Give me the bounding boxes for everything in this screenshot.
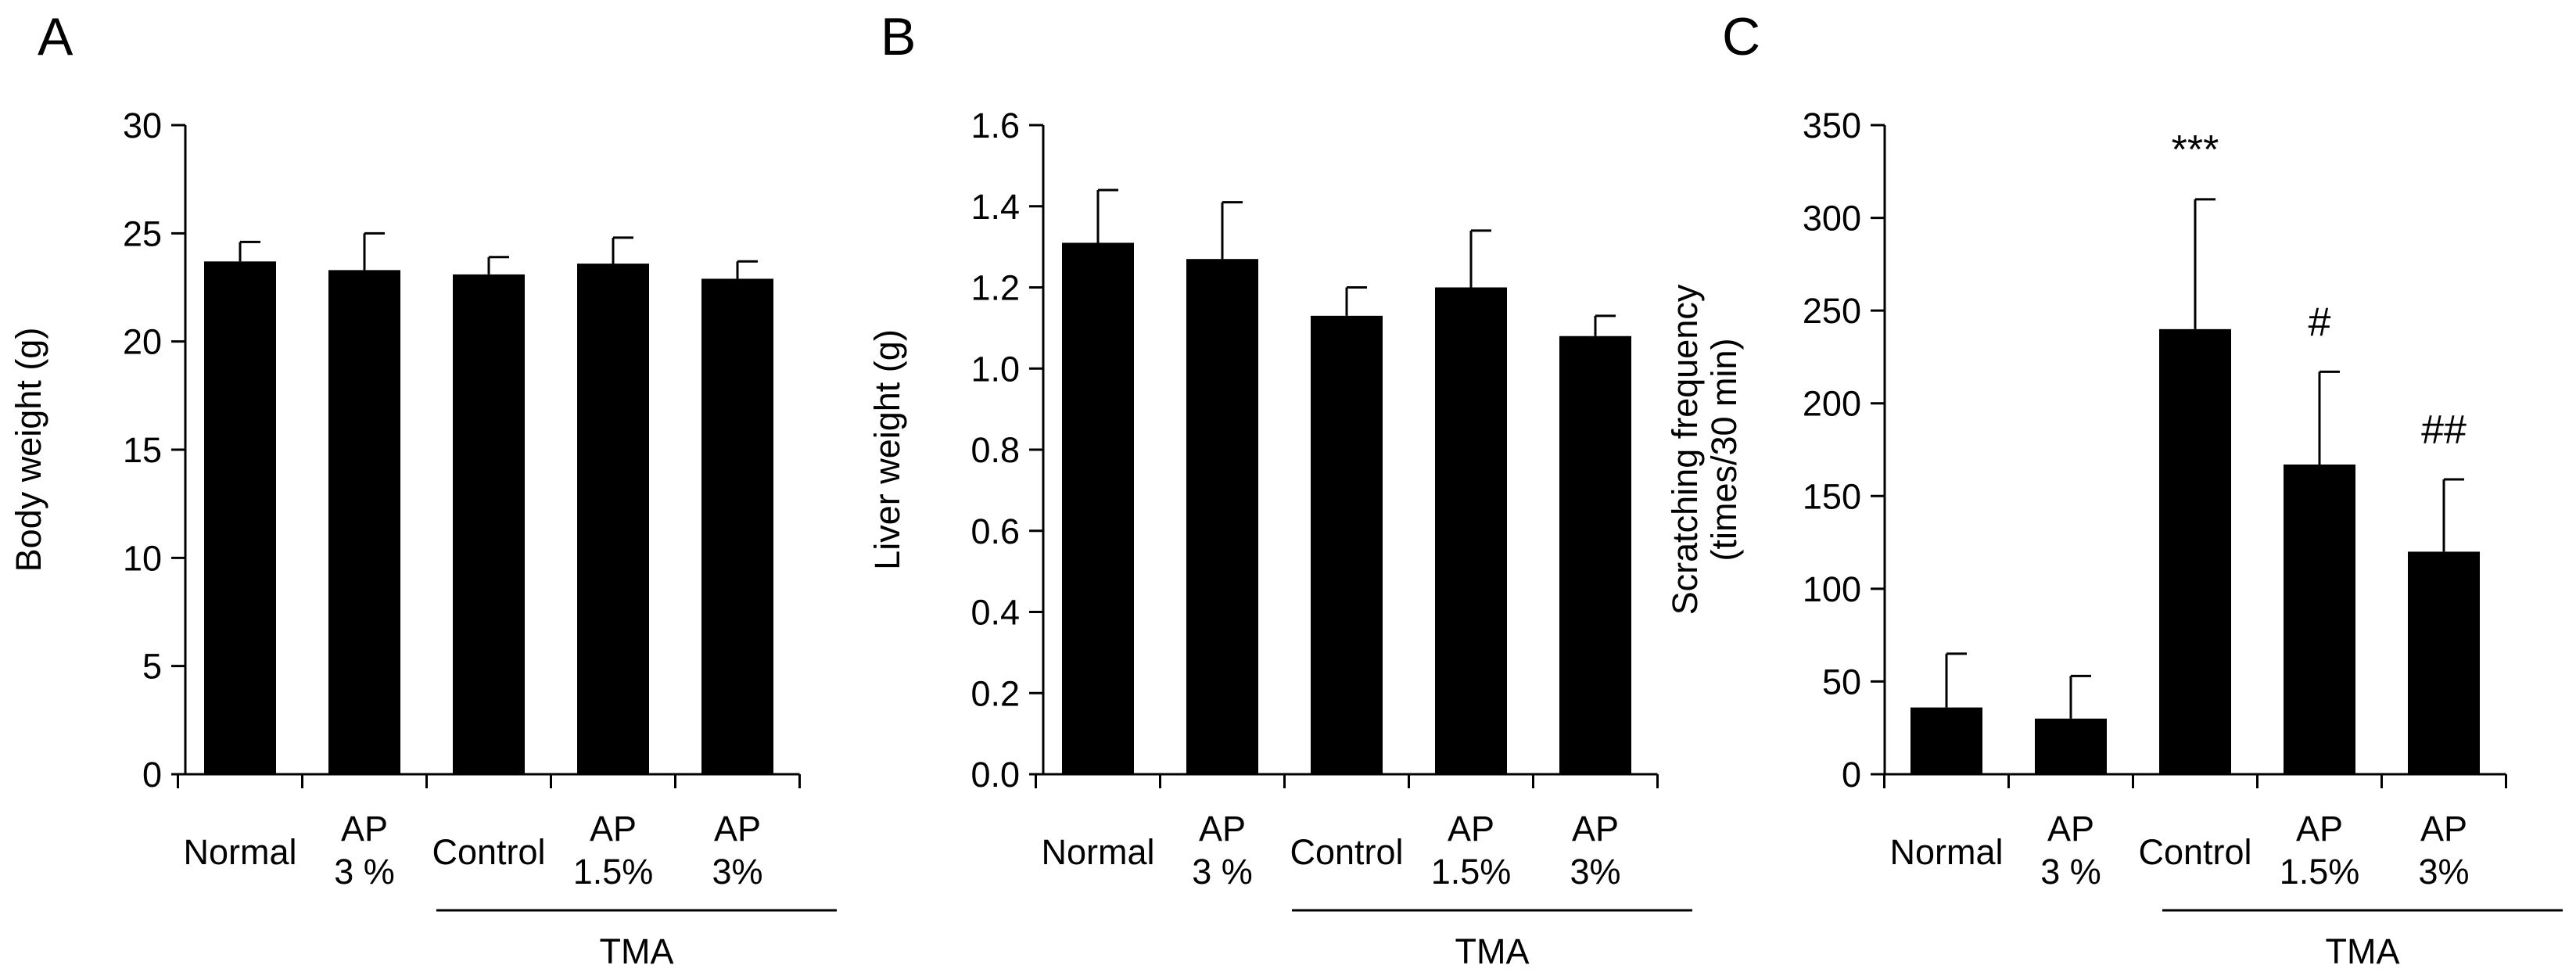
y-tick-label: 10 [123, 538, 162, 578]
bar [2159, 328, 2231, 774]
category-label: AP [1199, 809, 1246, 849]
bar [204, 261, 276, 774]
group-label: TMA [1455, 931, 1530, 971]
category-label: Control [1290, 832, 1403, 872]
category-label: AP [1572, 809, 1619, 849]
significance-marker: ## [2421, 407, 2467, 453]
category-label: 3 % [334, 852, 395, 892]
y-tick-label: 150 [1803, 476, 1861, 516]
category-label: AP [714, 809, 761, 849]
y-tick-label: 0.8 [970, 430, 1020, 470]
bar [453, 274, 525, 774]
category-label: AP [2296, 809, 2343, 849]
category-label: 3% [2418, 852, 2469, 892]
y-tick-label: 0.0 [970, 755, 1020, 795]
y-tick-label: 1.0 [970, 349, 1020, 389]
y-tick-label: 0.6 [970, 511, 1020, 551]
group-label: TMA [2326, 931, 2400, 971]
bar [328, 270, 400, 774]
y-tick-label: 25 [123, 214, 162, 253]
category-label: 1.5% [1431, 852, 1512, 892]
y-tick-label: 250 [1803, 291, 1861, 331]
y-tick-label: 5 [142, 647, 162, 687]
y-tick-label: 15 [123, 430, 162, 470]
category-label: 1.5% [2280, 852, 2360, 892]
bar [1910, 707, 1982, 774]
category-label: Normal [183, 832, 296, 872]
category-label: 3% [712, 852, 762, 892]
significance-marker: # [2309, 300, 2331, 345]
y-tick-label: 1.4 [970, 187, 1020, 227]
bar [577, 264, 649, 775]
y-tick-label: 0 [142, 755, 162, 795]
panel-letter-B: B [881, 7, 916, 66]
category-label: 3% [1570, 852, 1620, 892]
significance-marker: *** [2172, 127, 2219, 173]
bar [1186, 259, 1258, 774]
category-label: Normal [1041, 832, 1154, 872]
bar [701, 278, 773, 774]
y-tick-label: 50 [1822, 662, 1861, 702]
bar [2284, 464, 2355, 774]
category-label: 1.5% [573, 852, 654, 892]
y-tick-label: 100 [1803, 569, 1861, 609]
category-label: AP [341, 809, 388, 849]
bar [1559, 336, 1631, 774]
category-label: Control [432, 832, 545, 872]
y-tick-label: 300 [1803, 199, 1861, 239]
y-tick-label: 1.6 [970, 106, 1020, 145]
category-label: AP [1448, 809, 1494, 849]
y-axis-label: Liver weight (g) [867, 329, 907, 570]
bar [2408, 551, 2480, 774]
bar [1062, 242, 1134, 774]
bar [2035, 718, 2107, 774]
y-tick-label: 30 [123, 106, 162, 145]
category-label: Control [2138, 832, 2251, 872]
y-tick-label: 1.2 [970, 268, 1020, 308]
y-tick-label: 0.2 [970, 673, 1020, 713]
category-label: AP [2047, 809, 2094, 849]
panel-letter-C: C [1722, 7, 1760, 66]
y-tick-label: 0.4 [970, 593, 1020, 633]
category-label: AP [2420, 809, 2467, 849]
category-label: AP [590, 809, 637, 849]
y-axis-label: Scratching frequency [1665, 284, 1705, 615]
category-label: 3 % [1192, 852, 1253, 892]
category-label: 3 % [2040, 852, 2101, 892]
category-label: Normal [1889, 832, 2003, 872]
bar [1435, 287, 1507, 774]
y-tick-label: 200 [1803, 384, 1861, 424]
y-tick-label: 350 [1803, 106, 1861, 145]
y-tick-label: 20 [123, 322, 162, 362]
y-axis-label: Body weight (g) [9, 328, 48, 572]
panel-letter-A: A [38, 7, 74, 66]
y-axis-label: (times/30 min) [1704, 338, 1744, 561]
group-label: TMA [600, 931, 674, 971]
y-tick-label: 0 [1842, 755, 1861, 795]
bar [1311, 315, 1383, 774]
